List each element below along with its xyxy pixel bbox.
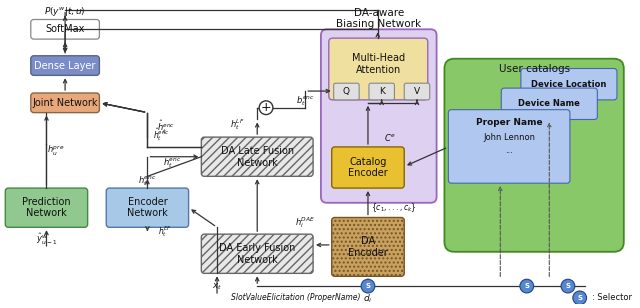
FancyBboxPatch shape: [329, 38, 428, 100]
FancyBboxPatch shape: [31, 19, 99, 39]
FancyBboxPatch shape: [202, 234, 313, 274]
FancyBboxPatch shape: [5, 188, 88, 227]
Circle shape: [561, 279, 575, 293]
Text: SoftMax: SoftMax: [45, 24, 84, 34]
Text: $h^{pre}_u$: $h^{pre}_u$: [47, 144, 64, 158]
FancyBboxPatch shape: [31, 56, 99, 75]
Text: John Lennon: John Lennon: [483, 133, 535, 142]
Text: Joint Network: Joint Network: [33, 98, 98, 108]
Text: $h^{enc}_t$: $h^{enc}_t$: [163, 157, 182, 170]
Text: Catalog
Encoder: Catalog Encoder: [348, 157, 388, 178]
Text: $\{c_1,...,c_k\}$: $\{c_1,...,c_k\}$: [371, 201, 416, 214]
FancyBboxPatch shape: [501, 88, 597, 120]
Text: Encoder
Network: Encoder Network: [127, 197, 168, 218]
Text: $h^{enc}_t$: $h^{enc}_t$: [138, 174, 157, 188]
Text: S: S: [577, 295, 582, 301]
Text: S: S: [365, 283, 371, 289]
Text: +: +: [260, 101, 271, 114]
Text: Q: Q: [343, 87, 350, 96]
Text: $\hat{h}^{enc}_t$: $\hat{h}^{enc}_t$: [157, 119, 175, 136]
FancyBboxPatch shape: [449, 110, 570, 183]
Text: $C^e$: $C^e$: [383, 132, 396, 143]
Circle shape: [361, 279, 375, 293]
Text: $x_t$: $x_t$: [212, 282, 222, 292]
FancyBboxPatch shape: [106, 188, 189, 227]
Text: DA
Encoder: DA Encoder: [348, 236, 388, 258]
FancyBboxPatch shape: [202, 137, 313, 176]
FancyBboxPatch shape: [333, 83, 359, 100]
FancyBboxPatch shape: [369, 83, 394, 100]
Text: Dense Layer: Dense Layer: [35, 61, 96, 71]
Text: Device Name: Device Name: [518, 99, 580, 108]
Text: DA-aware
Biasing Network: DA-aware Biasing Network: [336, 8, 421, 29]
Text: $d_i$: $d_i$: [364, 293, 372, 305]
Text: : Selector: : Selector: [593, 293, 632, 302]
Text: SlotValueElicitation (ProperName): SlotValueElicitation (ProperName): [230, 293, 360, 302]
Text: $P(y^w|t, u)$: $P(y^w|t, u)$: [44, 5, 86, 18]
FancyBboxPatch shape: [332, 217, 404, 276]
Text: $\hat{y}^w_{u-1}$: $\hat{y}^w_{u-1}$: [36, 232, 57, 247]
FancyBboxPatch shape: [521, 68, 617, 100]
FancyBboxPatch shape: [332, 147, 404, 188]
Text: Proper Name: Proper Name: [476, 118, 543, 127]
Circle shape: [259, 101, 273, 115]
Text: $h^{LF}_t$: $h^{LF}_t$: [230, 117, 244, 132]
Text: DA Early Fusion
Network: DA Early Fusion Network: [219, 243, 296, 265]
Text: S: S: [524, 283, 529, 289]
Text: Prediction
Network: Prediction Network: [22, 197, 71, 218]
Text: V: V: [414, 87, 420, 96]
Text: User catalogs: User catalogs: [499, 63, 570, 74]
Text: $b^{enc}_t$: $b^{enc}_t$: [296, 94, 314, 107]
Text: $\hat{h}^{enc}_t$: $\hat{h}^{enc}_t$: [154, 126, 170, 143]
Text: ...: ...: [505, 146, 513, 155]
Circle shape: [520, 279, 534, 293]
Text: S: S: [565, 283, 570, 289]
FancyBboxPatch shape: [321, 29, 436, 203]
Text: $h^{DAE}_i$: $h^{DAE}_i$: [295, 215, 315, 230]
FancyBboxPatch shape: [404, 83, 429, 100]
Text: $h^{EF}_t$: $h^{EF}_t$: [158, 224, 172, 239]
Text: K: K: [379, 87, 385, 96]
Text: Multi-Head
Attention: Multi-Head Attention: [352, 53, 405, 75]
FancyBboxPatch shape: [444, 59, 624, 252]
Text: DA Late Fusion
Network: DA Late Fusion Network: [221, 146, 294, 168]
FancyBboxPatch shape: [31, 93, 99, 113]
Text: Device Location: Device Location: [531, 80, 607, 89]
Circle shape: [573, 291, 586, 305]
